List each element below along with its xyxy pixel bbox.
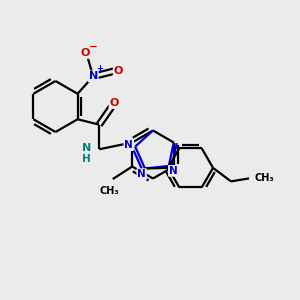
Text: N: N (169, 166, 178, 176)
Text: O: O (110, 98, 119, 108)
Text: N: N (82, 143, 91, 153)
Text: N: N (124, 140, 133, 150)
Text: CH₃: CH₃ (254, 173, 274, 183)
Text: H: H (82, 154, 91, 164)
Text: −: − (89, 42, 98, 52)
Text: N: N (137, 169, 146, 179)
Text: O: O (81, 48, 90, 58)
Text: CH₃: CH₃ (100, 186, 119, 196)
Text: +: + (96, 64, 103, 73)
Text: O: O (114, 66, 123, 76)
Text: N: N (88, 71, 98, 81)
